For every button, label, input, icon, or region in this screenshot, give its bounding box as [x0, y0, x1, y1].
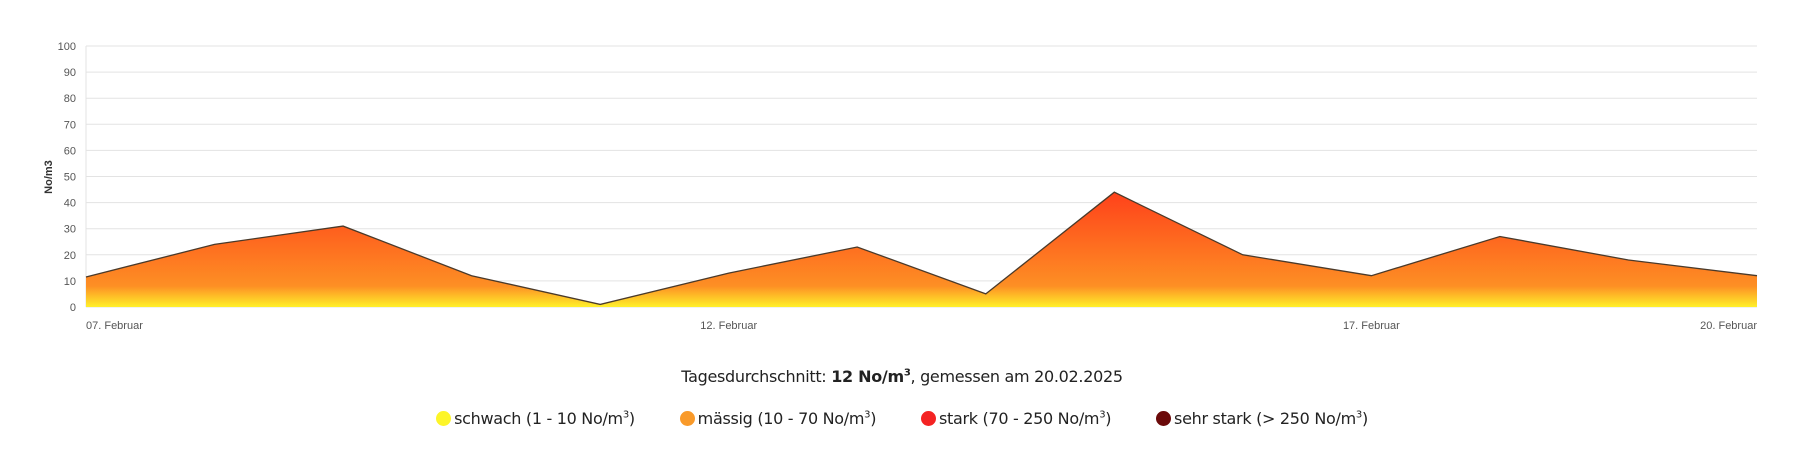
- legend-item-sehr-stark: sehr stark (> 250 No/m3): [1156, 409, 1368, 428]
- y-tick-label: 0: [70, 302, 76, 314]
- area-fill: [86, 192, 1757, 307]
- series-line: [85, 191, 1758, 306]
- x-axis-ticks: 07. Februar 12. Februar 17. Februar 20. Feb…: [86, 320, 1757, 332]
- y-tick-label: 100: [58, 41, 76, 53]
- y-tick-label: 60: [64, 145, 76, 157]
- summary-prefix: Tagesdurchschnitt:: [681, 367, 832, 386]
- y-tick-label: 80: [64, 93, 76, 105]
- legend-item-stark: stark (70 - 250 No/m3): [920, 409, 1112, 428]
- legend-item-schwach: schwach (1 - 10 No/m3): [436, 409, 635, 428]
- y-tick-label: 20: [64, 250, 76, 262]
- daily-average-summary: Tagesdurchschnitt: 12 No/m3, gemessen am…: [0, 367, 1804, 386]
- y-tick-label: 70: [64, 119, 76, 131]
- y-axis-ticks: 0 10 20 30 40 50 60 70 80 90 100: [58, 41, 76, 314]
- legend-item-maessig: mässig (10 - 70 No/m3): [679, 409, 876, 428]
- legend: schwach (1 - 10 No/m3) mässig (10 - 70 N…: [0, 409, 1804, 428]
- y-tick-label: 50: [64, 172, 76, 184]
- x-tick-label: 20. Februar: [1700, 320, 1757, 332]
- x-tick-label: 17. Februar: [1343, 320, 1400, 332]
- legend-dot: [679, 411, 695, 426]
- summary-value: 12 No/m3: [831, 367, 911, 386]
- y-tick-label: 40: [64, 198, 76, 210]
- area-chart: 0 10 20 30 40 50 60 70 80 90 100 No/m3 07. Februar…: [43, 41, 1758, 332]
- summary-suffix: , gemessen am 20.02.2025: [910, 367, 1124, 386]
- x-tick-label: 07. Februar: [86, 320, 143, 332]
- y-tick-label: 90: [64, 67, 76, 79]
- legend-dot: [436, 411, 452, 426]
- y-tick-label: 30: [64, 224, 76, 236]
- x-tick-label: 12. Februar: [700, 320, 757, 332]
- y-tick-label: 10: [64, 276, 76, 288]
- legend-dot: [1156, 411, 1172, 426]
- y-axis-label: No/m3: [43, 160, 55, 194]
- legend-dot: [920, 411, 936, 426]
